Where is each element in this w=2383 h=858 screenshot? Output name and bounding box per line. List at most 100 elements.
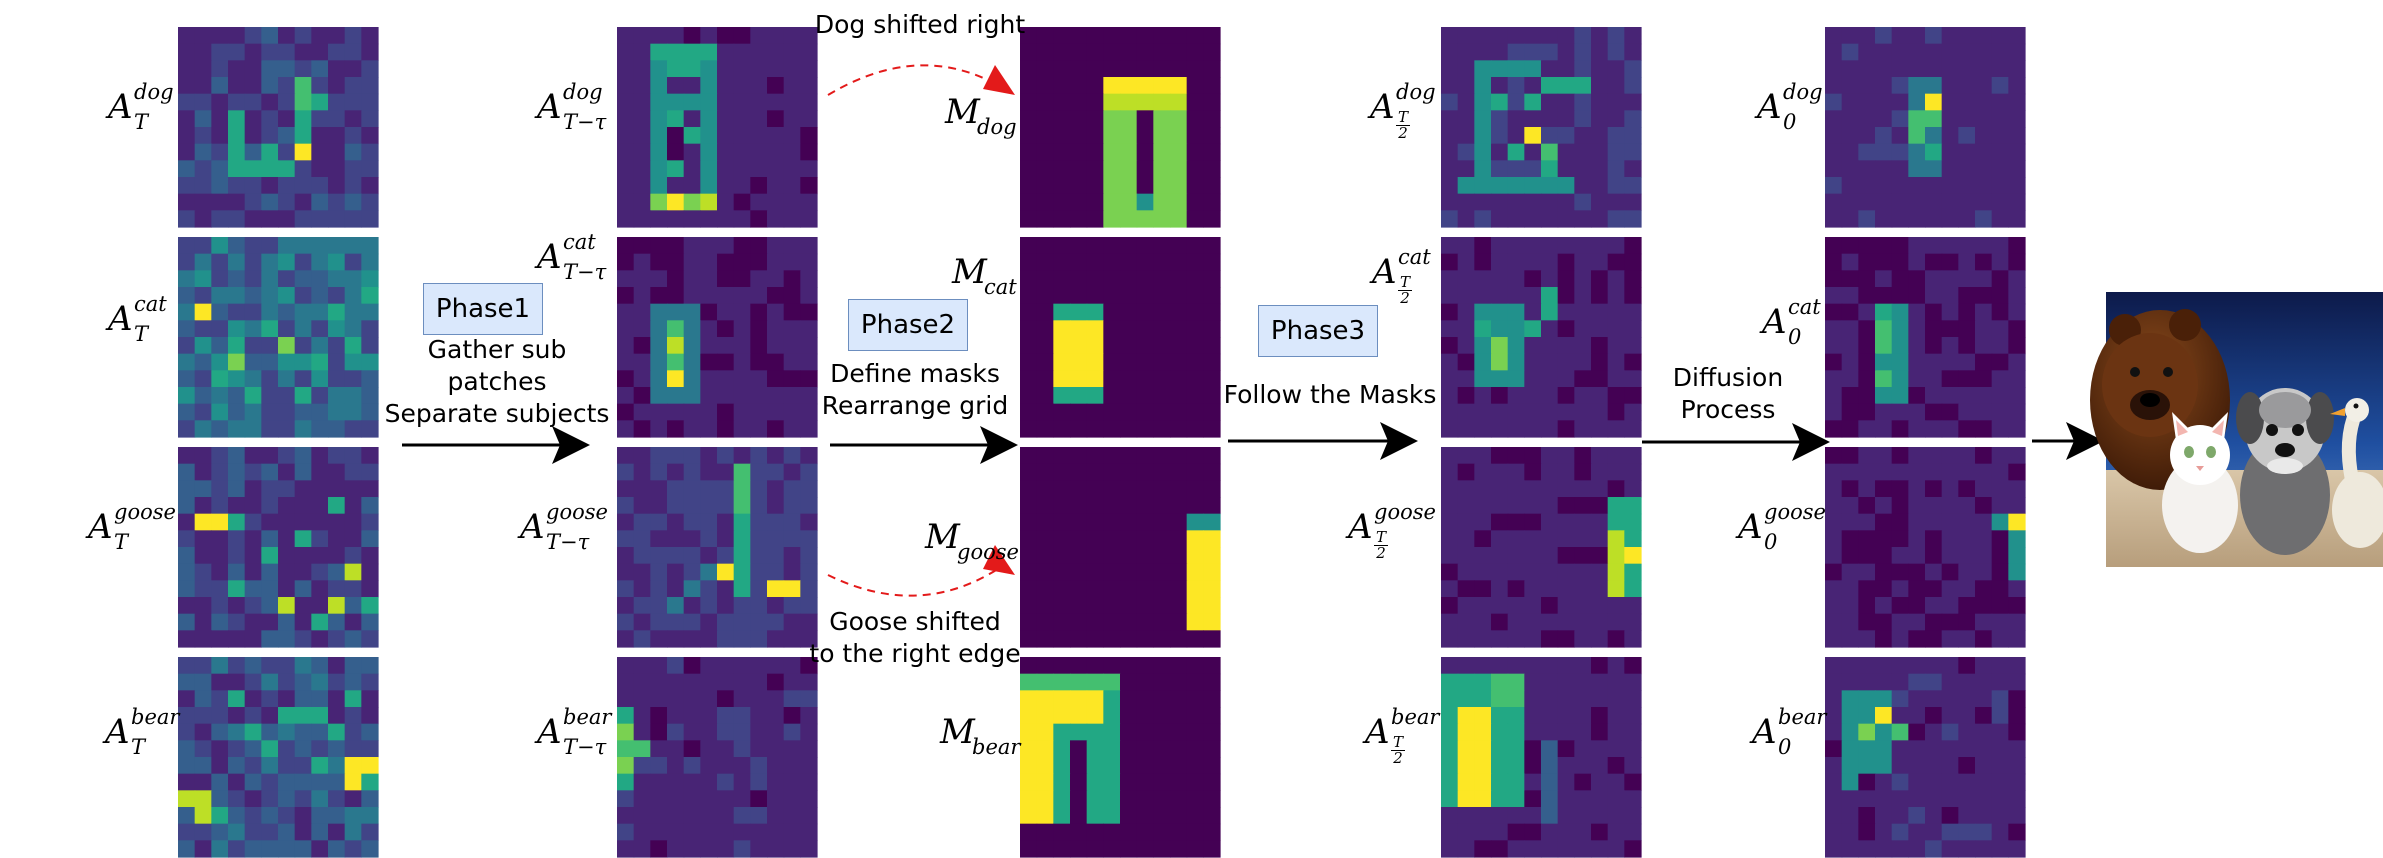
- label-subscript: goose: [957, 540, 1019, 564]
- heatmap-cell: [294, 320, 312, 338]
- heatmap-cell: [1891, 690, 1909, 708]
- heatmap-cell: [1624, 160, 1642, 178]
- heatmap-cell: [1541, 177, 1559, 195]
- heatmap-cell: [261, 480, 279, 498]
- heatmap-cell: [783, 657, 801, 675]
- heatmap-cell: [1875, 93, 1893, 111]
- heatmap-cell: [311, 237, 329, 255]
- heatmap-cell: [1591, 773, 1609, 791]
- heatmap-cell: [1908, 403, 1926, 421]
- heatmap-cell: [2008, 43, 2026, 61]
- heatmap-cell: [1891, 673, 1909, 691]
- heatmap-cell: [278, 463, 296, 481]
- heatmap-cell: [1825, 723, 1843, 741]
- heatmap-cell: [1203, 110, 1221, 128]
- heatmap-cell: [2008, 757, 2026, 775]
- label-subscript: T−τ: [563, 110, 607, 134]
- heatmap-cell: [1557, 337, 1575, 355]
- heatmap-cell: [1991, 353, 2009, 371]
- heatmap-cell: [1153, 177, 1171, 195]
- heatmap-cell: [1875, 43, 1893, 61]
- heatmap-cell: [1841, 597, 1859, 615]
- heatmap-cell: [767, 773, 785, 791]
- heatmap-cell: [211, 480, 229, 498]
- process-arrow: [1228, 422, 1418, 460]
- heatmap-cell: [783, 597, 801, 615]
- heatmap-cell: [1958, 790, 1976, 808]
- heatmap-cell: [700, 480, 718, 498]
- heatmap-cell: [1186, 580, 1204, 598]
- heatmap-cell: [294, 723, 312, 741]
- heatmap-cell: [1491, 127, 1509, 145]
- heatmap-cell: [178, 253, 196, 271]
- heatmap-cell: [328, 630, 346, 648]
- heatmap-cell: [1958, 270, 1976, 288]
- heatmap-cell: [1975, 287, 1993, 305]
- heatmap-cell: [1841, 513, 1859, 531]
- heatmap-cell: [1491, 530, 1509, 548]
- heatmap-cell: [617, 657, 635, 675]
- heatmap-cell: [1825, 193, 1843, 211]
- heatmap-cell: [1858, 840, 1876, 858]
- heatmap-cell: [178, 807, 196, 825]
- heatmap-cell: [700, 723, 718, 741]
- heatmap-cell: [1103, 790, 1121, 808]
- heatmap-cell: [1170, 790, 1188, 808]
- heatmap-cell: [1491, 420, 1509, 438]
- heatmap-cell: [1457, 403, 1475, 421]
- heatmap-cell: [1541, 77, 1559, 95]
- heatmap-cell: [1607, 707, 1625, 725]
- heatmap-cell: [1070, 790, 1088, 808]
- heatmap-cell: [194, 270, 212, 288]
- heatmap-cell: [344, 673, 362, 691]
- heatmap-cell: [1841, 497, 1859, 515]
- heatmap-cell: [1086, 740, 1104, 758]
- heatmap-cell: [1958, 597, 1976, 615]
- heatmap-cell: [683, 270, 701, 288]
- heatmap-cell: [1975, 143, 1993, 161]
- heatmap-cell: [1186, 807, 1204, 825]
- heatmap-cell: [617, 530, 635, 548]
- heatmap-cell: [1441, 723, 1459, 741]
- heatmap-cell: [1153, 420, 1171, 438]
- heatmap-cell: [1036, 723, 1054, 741]
- heatmap-cell: [617, 597, 635, 615]
- heatmap-cell: [311, 303, 329, 321]
- heatmap-cell: [228, 270, 246, 288]
- heatmap-cell: [700, 807, 718, 825]
- heatmap-cell: [1925, 673, 1943, 691]
- heatmap-cell: [1153, 287, 1171, 305]
- heatmap-cell: [1507, 530, 1525, 548]
- heatmap-cell: [1975, 403, 1993, 421]
- heatmap-cell: [717, 807, 735, 825]
- heatmap-cell: [261, 657, 279, 675]
- heatmap-cell: [667, 530, 685, 548]
- heatmap-cell: [261, 563, 279, 581]
- heatmap-cell: [211, 110, 229, 128]
- heatmap-cell: [1891, 337, 1909, 355]
- heatmap-cell: [1103, 613, 1121, 631]
- heatmap-cell: [1825, 160, 1843, 178]
- heatmap-cell: [1086, 513, 1104, 531]
- heatmap-cell: [1991, 497, 2009, 515]
- heatmap-cell: [700, 77, 718, 95]
- heatmap-cell: [361, 320, 379, 338]
- heatmap-cell: [1891, 547, 1909, 565]
- heatmap-cell: [294, 840, 312, 858]
- heatmap-cell: [750, 723, 768, 741]
- heatmap-cell: [1858, 420, 1876, 438]
- heatmap-cell: [244, 657, 262, 675]
- heatmap-cell: [1591, 563, 1609, 581]
- heatmap-cell: [1825, 127, 1843, 145]
- heatmap-cell: [650, 110, 668, 128]
- heatmap-cell: [1607, 387, 1625, 405]
- heatmap-cell: [294, 497, 312, 515]
- heatmap-cell: [1991, 447, 2009, 465]
- heatmap-cell: [1020, 547, 1038, 565]
- heatmap-cell: [633, 403, 651, 421]
- heatmap-cell: [1941, 630, 1959, 648]
- heatmap-cell: [1541, 673, 1559, 691]
- heatmap-cell: [1908, 160, 1926, 178]
- heatmap-cell: [800, 403, 818, 421]
